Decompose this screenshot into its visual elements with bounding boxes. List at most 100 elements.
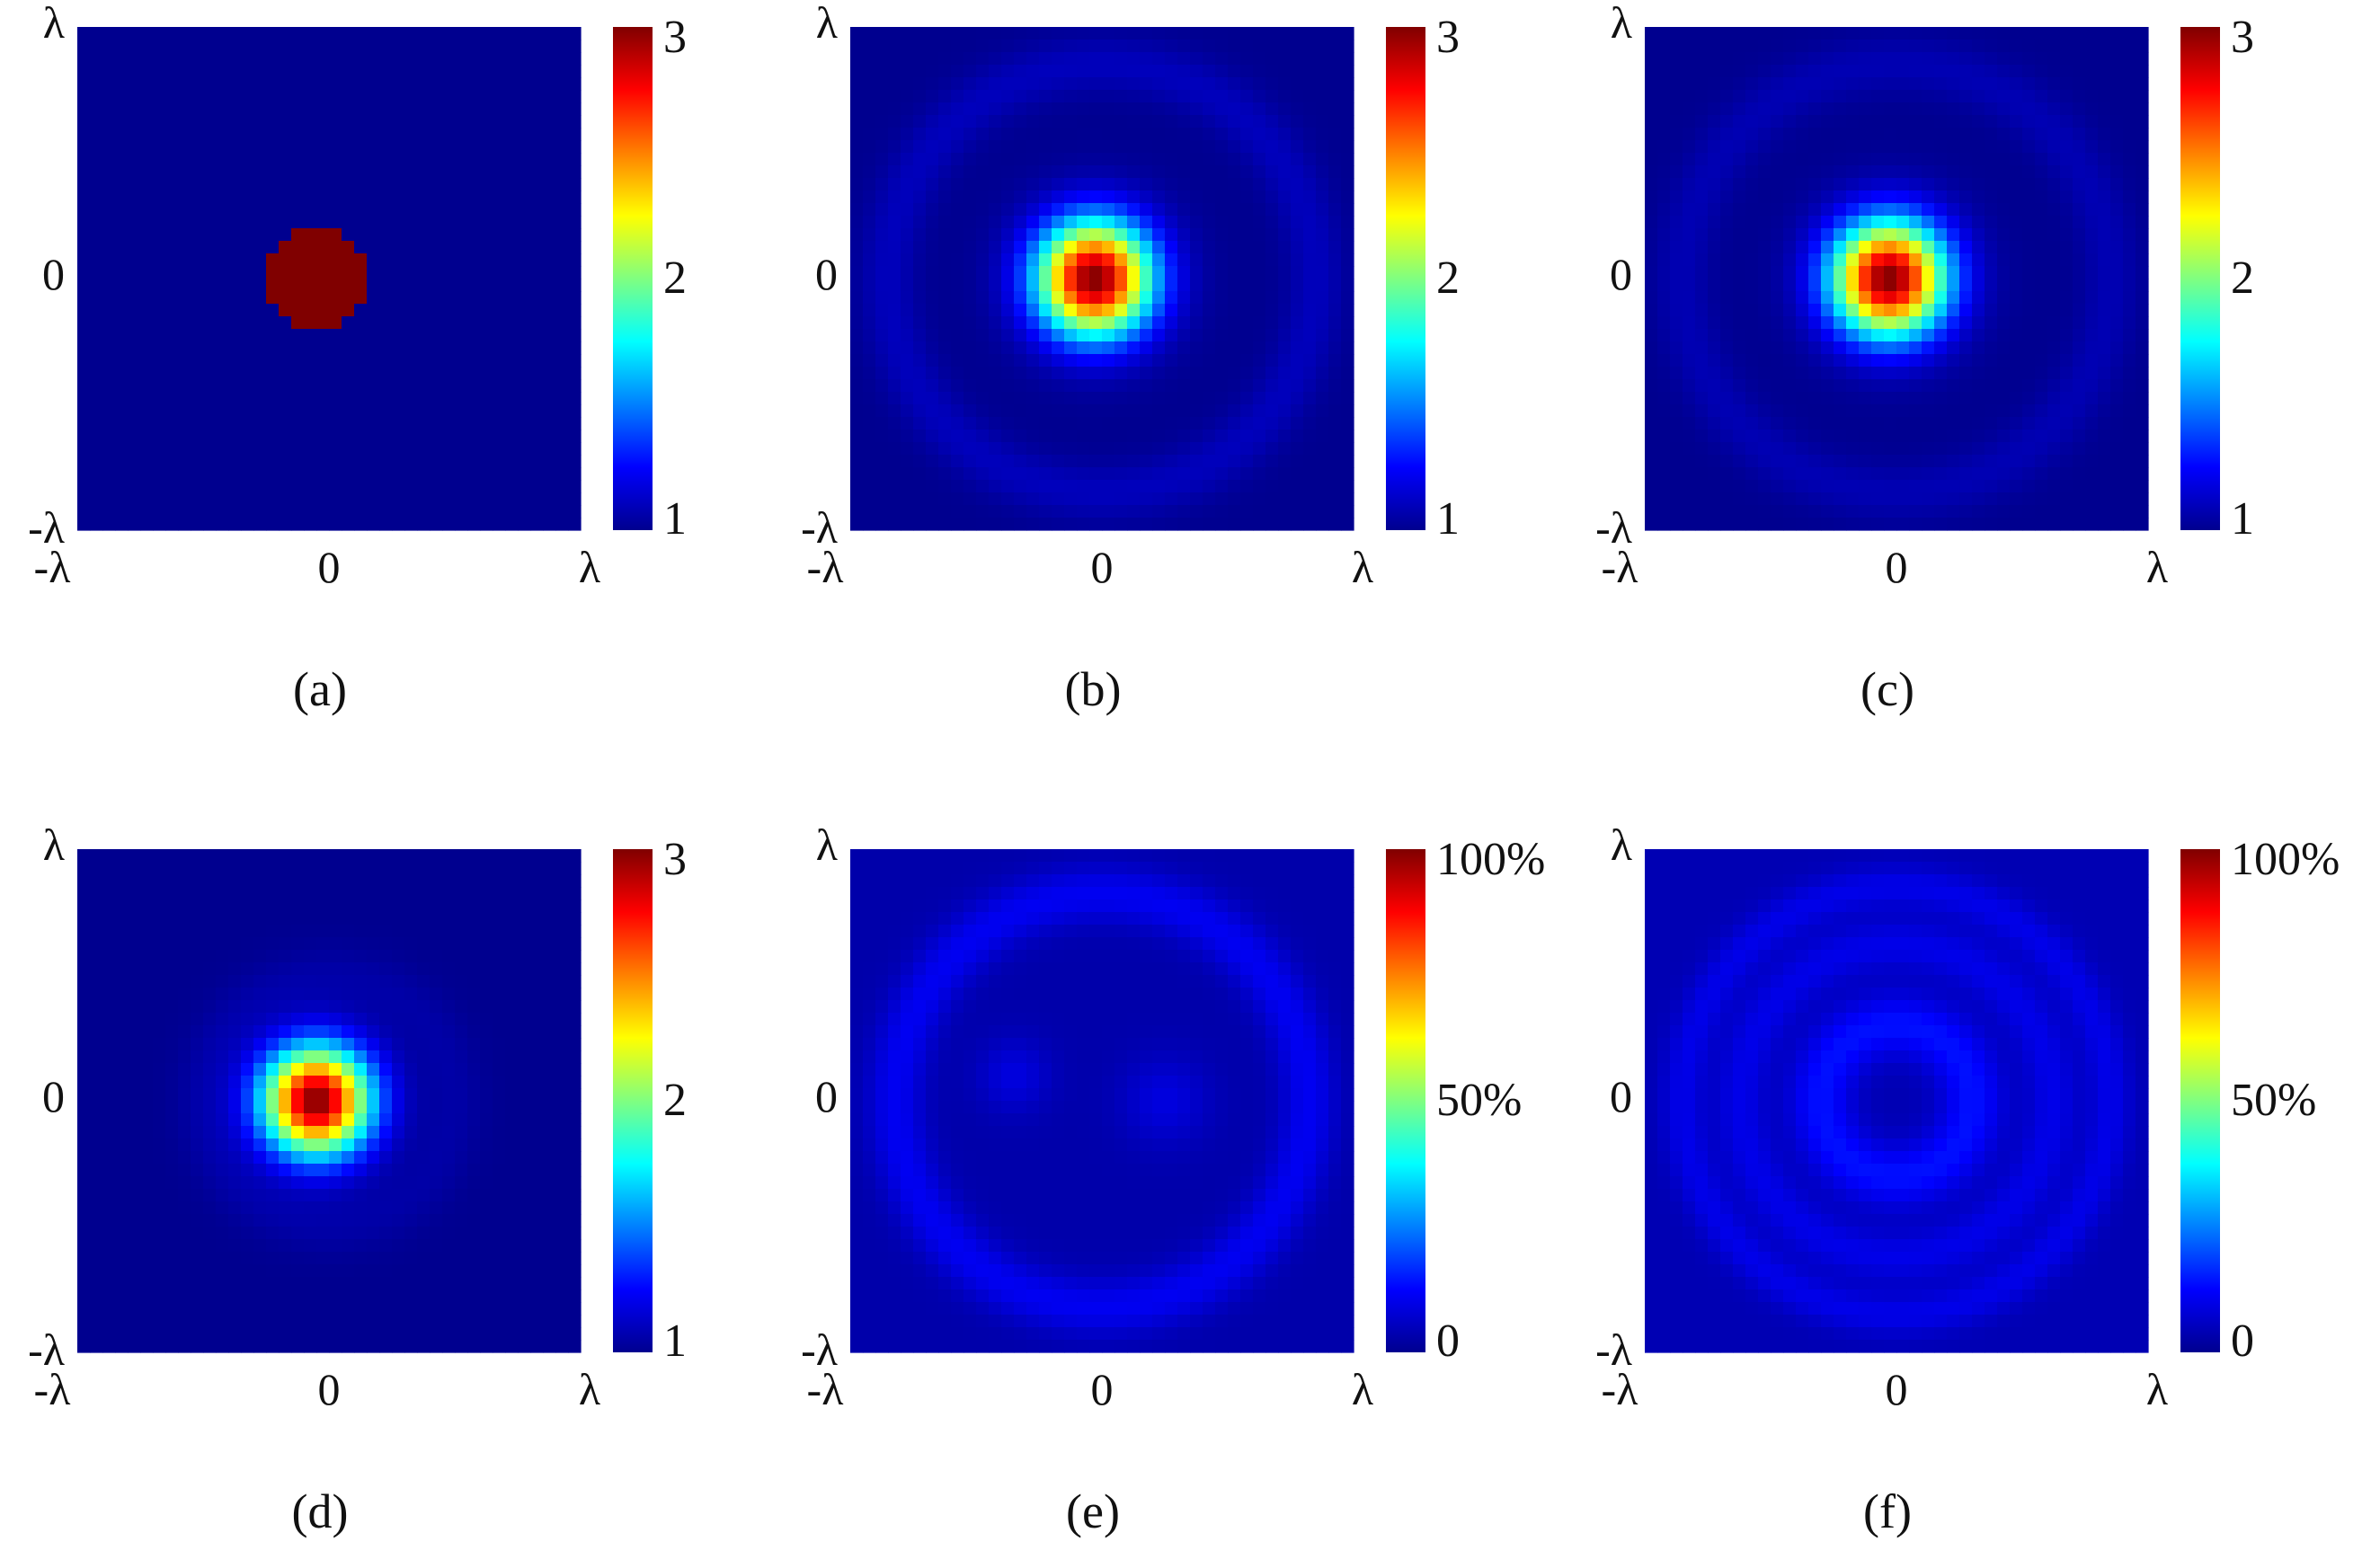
heatmap-cell: [316, 27, 330, 40]
heatmap-cell: [1077, 404, 1090, 418]
heatmap-cell: [1064, 354, 1078, 368]
heatmap-cell: [2060, 203, 2074, 217]
heatmap-cell: [354, 304, 368, 317]
heatmap-cell: [938, 102, 952, 116]
heatmap-cell: [963, 518, 977, 531]
heatmap-cell: [316, 341, 330, 355]
heatmap-cell: [493, 862, 506, 875]
heatmap-cells: [1645, 27, 2149, 531]
heatmap-cell: [518, 492, 531, 506]
heatmap-cell: [1959, 90, 1973, 103]
heatmap-cell: [266, 190, 280, 204]
heatmap-cell: [430, 266, 443, 279]
heatmap-cell: [2110, 178, 2124, 191]
heatmap-cell: [1808, 90, 1822, 103]
heatmap-cell: [1771, 505, 1784, 518]
heatmap-cell: [367, 90, 380, 103]
heatmap-cell: [1253, 40, 1266, 53]
heatmap-cell: [77, 862, 91, 875]
heatmap-cell: [1001, 190, 1015, 204]
heatmap-cell: [1720, 266, 1734, 279]
heatmap-cell: [1695, 329, 1709, 342]
heatmap-cell: [367, 874, 380, 888]
heatmap-cell: [1884, 27, 1897, 40]
heatmap-cell: [304, 887, 317, 900]
heatmap-cell: [467, 492, 481, 506]
heatmap-cell: [2047, 27, 2061, 40]
heatmap-cell: [241, 874, 254, 888]
heatmap-cell: [555, 874, 569, 888]
heatmap-cell: [178, 417, 191, 430]
heatmap-cell: [1796, 253, 1809, 267]
heatmap-cell: [1127, 65, 1141, 78]
heatmap-cell: [1190, 455, 1203, 468]
heatmap-cell: [1064, 241, 1078, 254]
heatmap-cell: [140, 279, 154, 292]
heatmap-cell: [543, 467, 556, 481]
heatmap-cell: [951, 467, 964, 481]
heatmap-cell: [2136, 316, 2149, 330]
panel-caption: (c): [1860, 662, 1914, 716]
heatmap-cell: [543, 354, 556, 368]
heatmap-cell: [316, 52, 330, 66]
heatmap-cell: [392, 40, 405, 53]
heatmap-cell: [1771, 216, 1784, 229]
heatmap-cell: [392, 241, 405, 254]
heatmap-cell: [216, 505, 229, 518]
heatmap-cell: [165, 291, 179, 305]
heatmap-cell: [329, 115, 342, 128]
heatmap-cell: [1796, 518, 1809, 531]
heatmap-cell: [442, 379, 456, 393]
heatmap-cell: [505, 140, 519, 154]
heatmap-cell: [140, 367, 154, 380]
heatmap-cell: [989, 341, 1002, 355]
heatmap-cell: [2098, 417, 2111, 430]
heatmap-cell: [1846, 153, 1860, 166]
heatmap-cell: [128, 392, 141, 405]
heatmap-cell: [863, 505, 876, 518]
heatmap-cell: [128, 140, 141, 154]
heatmap-cell: [455, 505, 468, 518]
heatmap-cell: [518, 266, 531, 279]
heatmap-cell: [467, 216, 481, 229]
heatmap-cell: [1985, 90, 1998, 103]
heatmap-cell: [1758, 128, 1772, 141]
heatmap-cell: [1922, 455, 1935, 468]
heatmap-cell: [1645, 178, 1658, 191]
heatmap-cell: [455, 887, 468, 900]
heatmap-cell: [505, 65, 519, 78]
heatmap-cell: [203, 887, 217, 900]
heatmap-cell: [963, 480, 977, 493]
heatmap-cell: [1884, 492, 1897, 506]
heatmap-cell: [392, 480, 405, 493]
heatmap-cell: [1884, 52, 1897, 66]
heatmap-cell: [1871, 404, 1885, 418]
heatmap-cell: [228, 417, 242, 430]
heatmap-cell: [1102, 153, 1115, 166]
heatmap-cell: [140, 291, 154, 305]
heatmap-cell: [1720, 115, 1734, 128]
heatmap-cell: [1253, 316, 1266, 330]
heatmap-cell: [480, 849, 493, 863]
heatmap-cell: [989, 455, 1002, 468]
heatmap-cell: [1846, 304, 1860, 317]
heatmap-cell: [926, 77, 939, 91]
heatmap-cell: [2098, 165, 2111, 179]
heatmap-cell: [863, 52, 876, 66]
heatmap-cell: [291, 178, 305, 191]
heatmap-cell: [555, 90, 569, 103]
heatmap-cell: [480, 417, 493, 430]
heatmap-cell: [568, 849, 582, 863]
heatmap-cell: [480, 862, 493, 875]
heatmap-cell: [1997, 77, 2011, 91]
heatmap-cell: [1228, 379, 1241, 393]
heatmap-cell: [102, 115, 116, 128]
heatmap-cell: [442, 102, 456, 116]
heatmap-cell: [316, 455, 330, 468]
heatmap-cell: [266, 65, 280, 78]
heatmap-cell: [976, 140, 990, 154]
heatmap-cell: [1203, 216, 1216, 229]
heatmap-cell: [1052, 480, 1065, 493]
heatmap-cell: [77, 190, 91, 204]
heatmap-cell: [102, 90, 116, 103]
